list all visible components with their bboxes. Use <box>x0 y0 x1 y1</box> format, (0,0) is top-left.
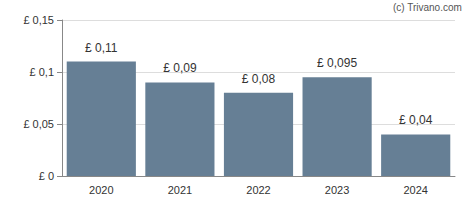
svg-text:£ 0,15: £ 0,15 <box>23 14 54 26</box>
svg-text:£ 0,095: £ 0,095 <box>317 56 357 70</box>
svg-text:2022: 2022 <box>246 184 270 196</box>
svg-text:2021: 2021 <box>168 184 192 196</box>
svg-text:£ 0,08: £ 0,08 <box>242 72 276 86</box>
svg-text:2020: 2020 <box>89 184 113 196</box>
svg-text:£ 0,11: £ 0,11 <box>85 41 118 55</box>
svg-text:£ 0,09: £ 0,09 <box>163 61 197 75</box>
svg-text:£ 0,1: £ 0,1 <box>30 66 54 78</box>
svg-text:2024: 2024 <box>403 184 427 196</box>
svg-text:(c) Trivano.com: (c) Trivano.com <box>393 2 462 13</box>
svg-text:2023: 2023 <box>325 184 349 196</box>
svg-text:£ 0,04: £ 0,04 <box>399 113 433 127</box>
svg-text:£ 0,05: £ 0,05 <box>23 118 54 130</box>
svg-text:£ 0: £ 0 <box>39 170 54 182</box>
